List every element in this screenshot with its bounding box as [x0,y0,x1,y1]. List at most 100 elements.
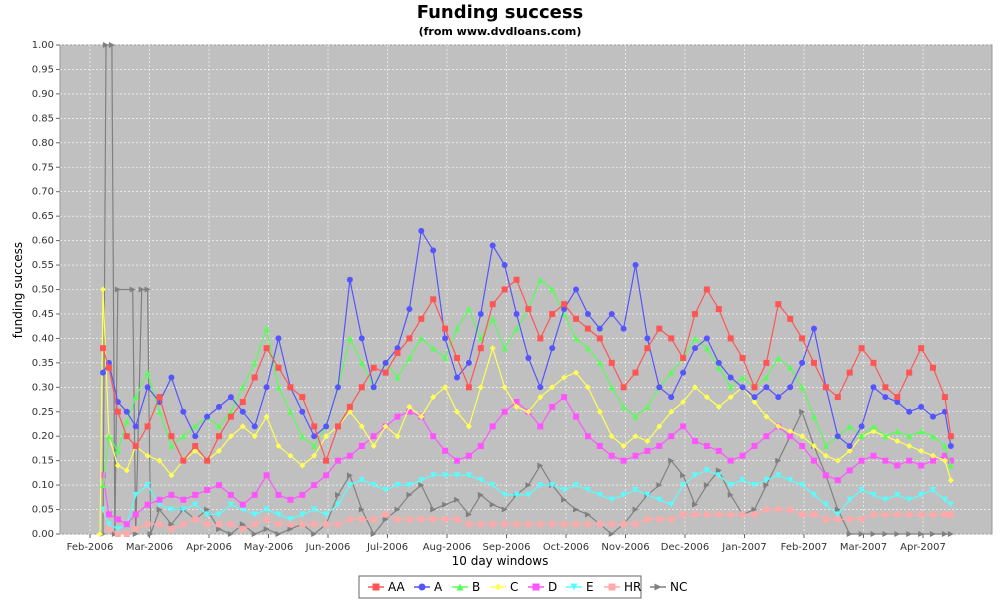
data-point-nc [263,526,270,533]
data-point-d [596,442,603,449]
data-point-d [465,452,472,459]
data-point-c [442,384,449,391]
y-tick-label: 0.15 [32,456,54,467]
data-point-d [644,447,651,454]
data-point-nc [430,506,437,513]
data-point-b [168,442,175,449]
data-point-e [144,482,151,489]
data-point-aa [144,423,151,430]
data-point-d [227,491,234,498]
legend-item-aa: AA [368,580,406,594]
data-point-aa [930,364,936,371]
data-point-nc [692,501,698,508]
data-point-d [430,433,437,440]
data-point-hr [358,516,365,523]
data-point-b [105,433,112,440]
data-point-b [192,423,199,430]
data-point-e [323,511,330,518]
data-point-aa [180,457,187,464]
data-point-d [406,408,413,415]
data-point-d [442,447,449,454]
data-point-b [787,364,794,371]
legend: AA A B C D E HR NC [358,575,687,599]
data-point-c [454,408,460,415]
data-point-e [227,501,234,508]
chart-subtitle: (from www.dvdloans.com) [419,25,582,38]
data-point-a [513,310,520,317]
data-point-c [418,413,425,420]
data-point-hr [180,521,187,528]
data-point-d [620,457,627,464]
data-point-aa [918,345,925,352]
data-point-d [489,423,496,430]
data-point-b [477,335,484,342]
data-point-a [739,384,746,391]
data-point-hr [573,521,579,528]
data-point-e [894,491,901,498]
data-point-aa [632,369,639,376]
data-point-c [632,433,639,440]
data-point-nc [147,531,154,537]
data-point-hr [596,521,603,528]
data-point-aa [418,315,425,322]
data-point-d [358,442,365,449]
data-point-aa [751,384,758,391]
data-point-nc [370,531,377,537]
data-point-b [263,325,270,332]
data-point-hr [739,511,746,518]
data-point-hr [239,526,246,533]
data-point-d [346,452,353,459]
legend-label: E [586,580,594,594]
x-tick-label: Dec-2006 [661,542,709,553]
data-point-a [180,408,187,415]
data-point-nc [454,496,460,503]
data-point-c [275,442,282,449]
data-point-hr [668,516,675,523]
data-point-aa [894,394,901,401]
data-point-aa [799,335,806,342]
data-point-d [263,472,270,479]
series-e [99,467,954,533]
y-tick-label: 0.30 [32,382,54,393]
data-point-hr [882,511,889,518]
legend-item-a: A [414,580,443,594]
legend-marker [372,583,380,591]
data-point-a [680,369,687,376]
data-point-e [787,477,794,484]
data-point-aa [204,457,211,464]
y-tick-label: 0.60 [32,236,54,247]
data-point-hr [105,526,112,533]
y-tick-label: 0.25 [32,407,54,418]
y-tick-label: 0.20 [32,431,54,442]
data-point-hr [418,516,425,523]
data-point-b [799,384,806,391]
data-point-nc [668,457,675,464]
data-point-hr [227,521,234,528]
data-point-d [834,477,841,484]
data-point-c [870,428,877,435]
data-point-hr [287,521,294,528]
data-point-c [680,398,687,405]
data-point-d [846,467,853,474]
data-point-e [608,496,615,503]
data-point-nc [846,531,853,537]
data-point-c [573,369,579,376]
data-point-a [584,310,591,317]
data-point-nc [129,286,136,293]
data-point-c [799,433,806,440]
data-point-d [513,398,520,405]
data-point-e [180,506,187,513]
data-point-a [216,403,222,410]
data-point-hr [727,511,734,518]
legend-label: HR [624,580,641,594]
data-point-d [822,472,829,479]
data-point-nc [656,482,663,489]
data-point-aa [370,364,377,371]
data-point-hr [751,511,758,518]
data-point-b [573,335,579,342]
data-point-aa [489,301,496,308]
data-point-d [947,457,954,464]
data-point-b [941,442,948,449]
data-point-hr [323,521,330,528]
data-point-a [418,227,425,234]
